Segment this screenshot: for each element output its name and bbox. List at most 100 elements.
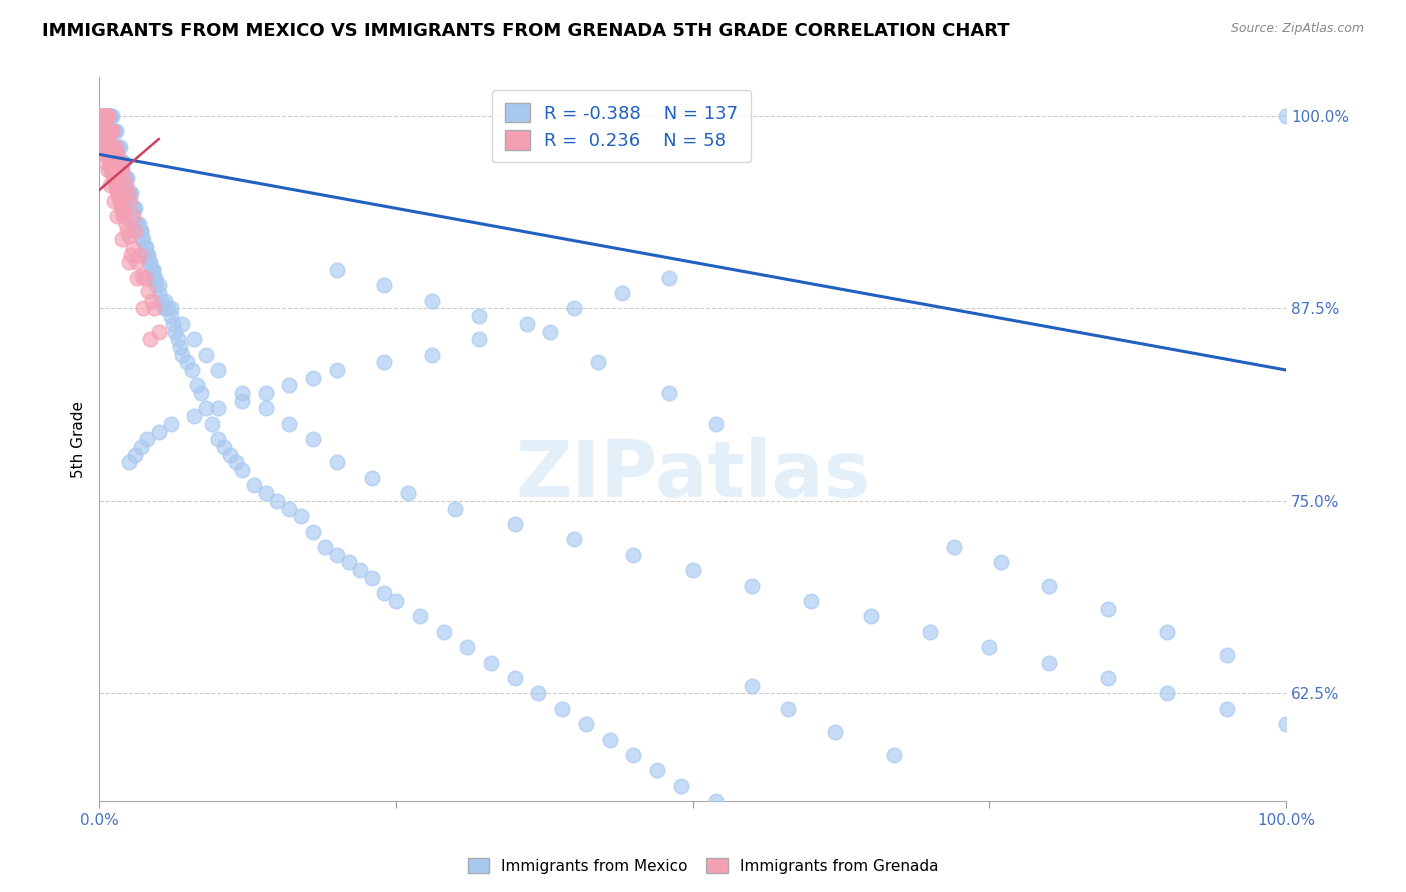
Point: [302, 432, 325, 446]
Point: [114, 170, 136, 185]
Text: ZIPatlas: ZIPatlas: [515, 437, 870, 514]
Point: [396, 486, 419, 500]
Point: [242, 478, 264, 492]
Point: [157, 301, 180, 316]
Point: [131, 268, 153, 283]
Point: [103, 170, 125, 185]
Point: [169, 340, 191, 354]
Point: [290, 509, 312, 524]
Point: [136, 285, 159, 299]
Point: [121, 209, 143, 223]
Point: [91, 124, 114, 138]
Point: [195, 401, 218, 416]
Point: [101, 166, 124, 180]
Point: [741, 809, 763, 823]
Point: [97, 162, 120, 177]
Point: [111, 155, 134, 169]
Point: [186, 378, 208, 392]
Point: [148, 425, 170, 439]
Point: [326, 363, 349, 377]
Point: [162, 317, 184, 331]
Point: [658, 270, 681, 285]
Point: [254, 401, 277, 416]
Point: [105, 209, 128, 223]
Point: [385, 594, 408, 608]
Point: [90, 109, 112, 123]
Point: [150, 293, 173, 308]
Point: [152, 301, 174, 316]
Point: [94, 109, 117, 123]
Point: [100, 162, 122, 177]
Point: [741, 578, 763, 592]
Point: [231, 393, 253, 408]
Point: [108, 155, 131, 169]
Point: [91, 147, 114, 161]
Point: [124, 224, 146, 238]
Legend: Immigrants from Mexico, Immigrants from Grenada: Immigrants from Mexico, Immigrants from …: [461, 852, 945, 880]
Point: [112, 186, 135, 200]
Point: [326, 548, 349, 562]
Point: [93, 132, 115, 146]
Point: [105, 178, 128, 193]
Point: [538, 325, 561, 339]
Point: [122, 202, 145, 216]
Point: [990, 556, 1012, 570]
Point: [128, 217, 150, 231]
Point: [979, 640, 1001, 655]
Point: [98, 178, 121, 193]
Point: [105, 170, 128, 185]
Point: [859, 855, 882, 870]
Point: [103, 139, 125, 153]
Point: [278, 417, 301, 431]
Point: [135, 247, 157, 261]
Point: [97, 147, 120, 161]
Point: [97, 124, 120, 138]
Point: [143, 301, 166, 316]
Point: [142, 263, 165, 277]
Point: [129, 440, 152, 454]
Point: [225, 455, 247, 469]
Point: [706, 417, 728, 431]
Point: [1215, 648, 1237, 662]
Point: [96, 109, 118, 123]
Point: [96, 109, 118, 123]
Point: [120, 186, 142, 200]
Point: [207, 432, 229, 446]
Point: [103, 194, 125, 208]
Point: [138, 255, 160, 269]
Point: [90, 124, 112, 138]
Point: [134, 240, 156, 254]
Point: [105, 185, 128, 199]
Point: [124, 202, 146, 216]
Point: [1097, 671, 1119, 685]
Point: [621, 548, 644, 562]
Point: [121, 202, 143, 216]
Point: [302, 370, 325, 384]
Point: [111, 232, 134, 246]
Point: [107, 139, 129, 153]
Point: [112, 207, 135, 221]
Point: [111, 202, 134, 217]
Point: [139, 332, 162, 346]
Point: [859, 609, 882, 624]
Point: [610, 285, 633, 300]
Point: [97, 109, 120, 123]
Point: [118, 229, 141, 244]
Point: [143, 270, 166, 285]
Point: [108, 139, 131, 153]
Point: [128, 224, 150, 238]
Point: [100, 124, 122, 138]
Point: [337, 556, 360, 570]
Point: [503, 671, 526, 685]
Point: [94, 155, 117, 169]
Point: [278, 501, 301, 516]
Y-axis label: 5th Grade: 5th Grade: [72, 401, 86, 478]
Point: [111, 162, 134, 177]
Point: [883, 747, 905, 762]
Point: [97, 152, 120, 166]
Point: [101, 155, 124, 169]
Point: [112, 170, 135, 185]
Point: [112, 209, 135, 223]
Point: [254, 386, 277, 401]
Point: [90, 117, 112, 131]
